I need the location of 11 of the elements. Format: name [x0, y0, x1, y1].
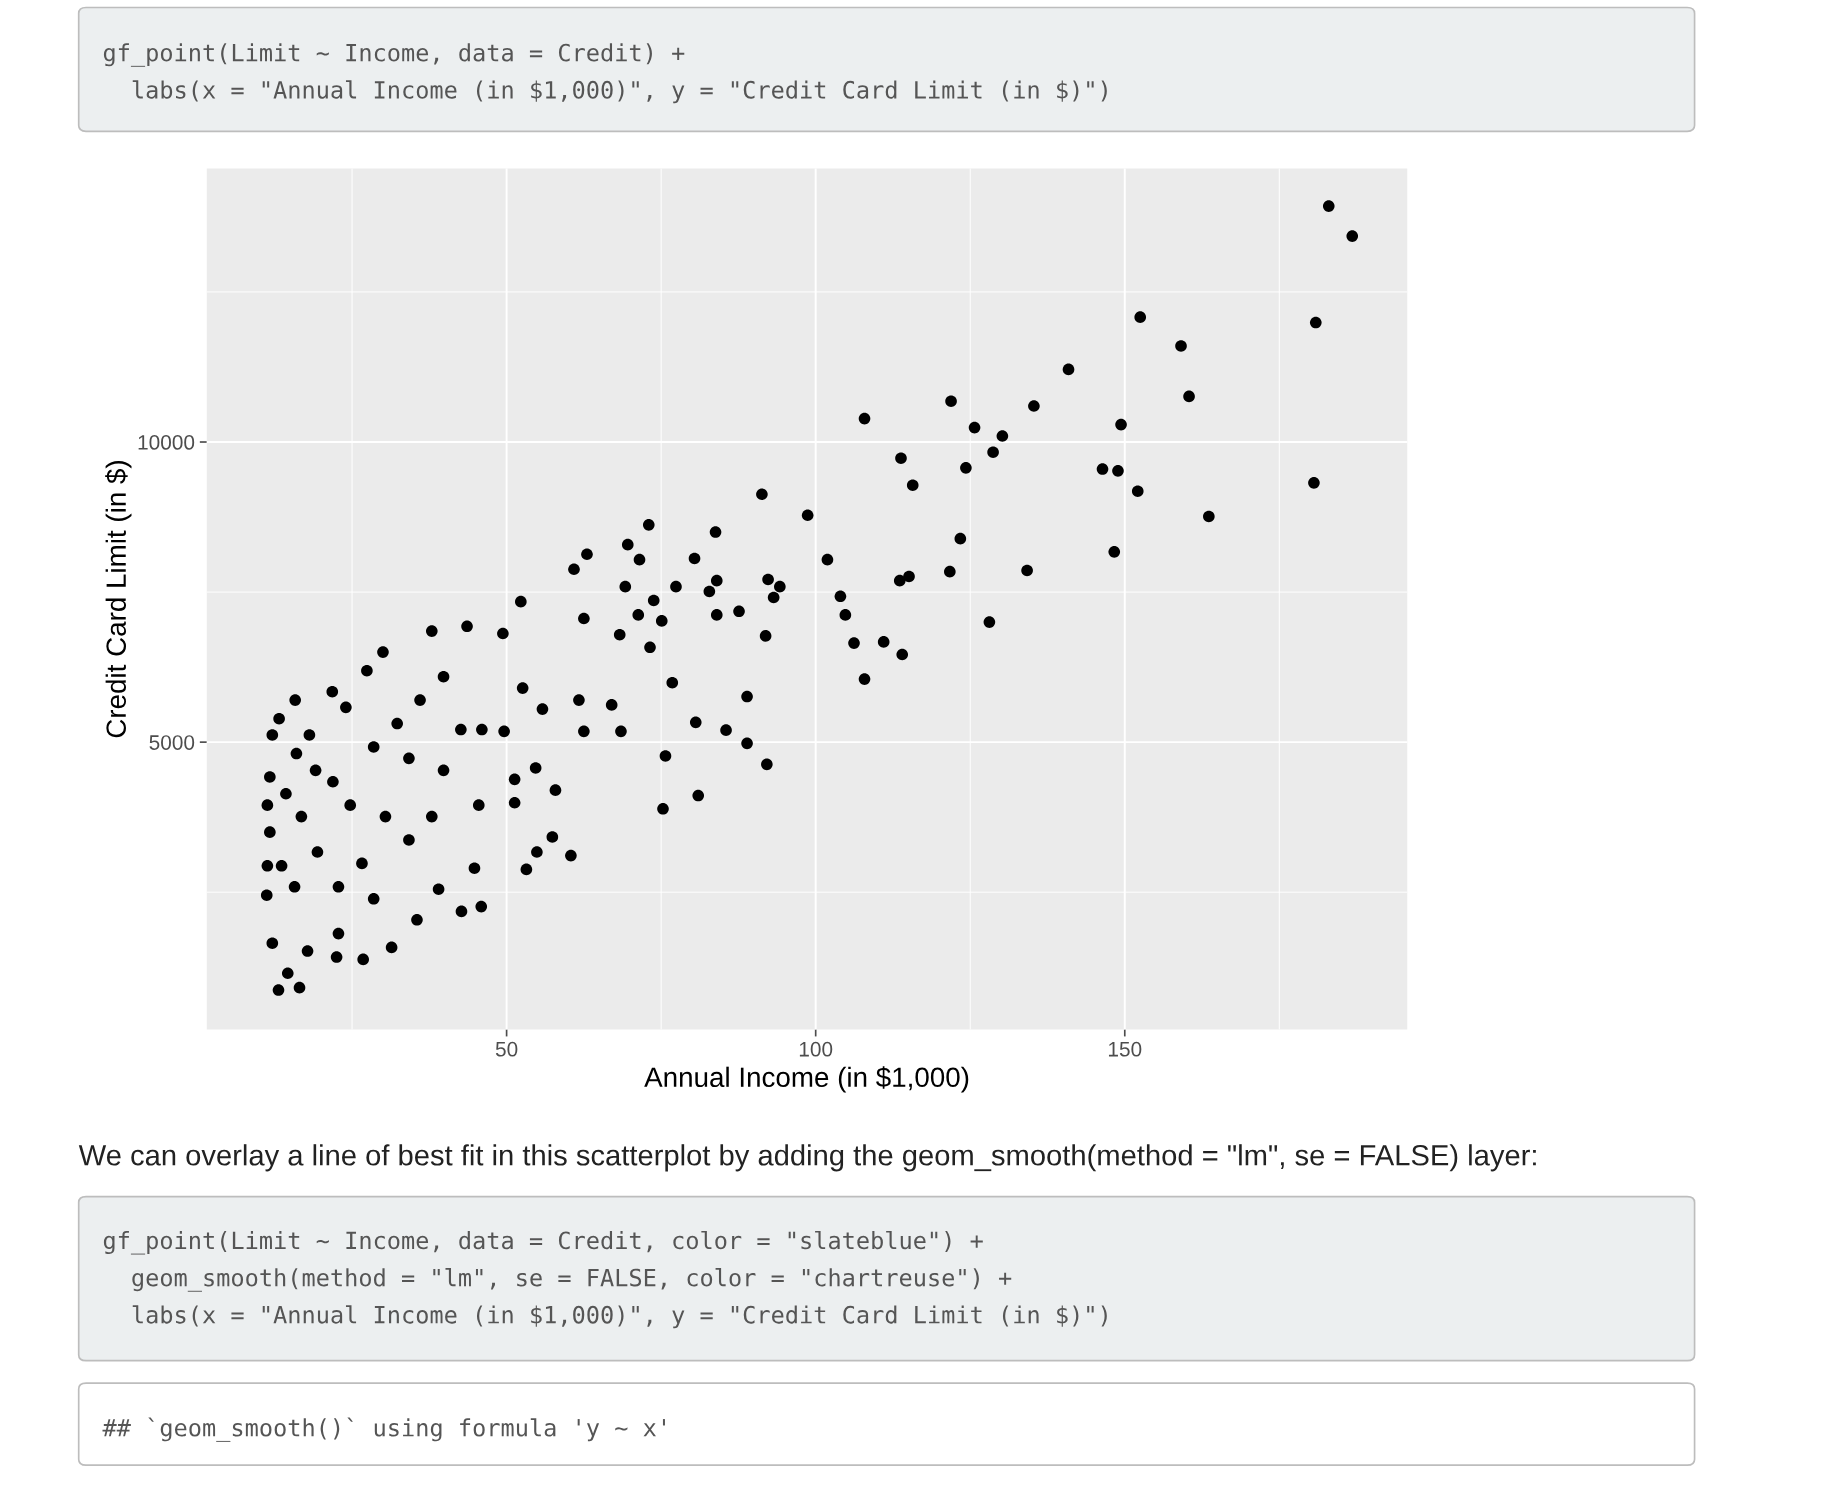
- text: gf_point(Limit ~ Income, data = Credit, color = "slateblue") + geom_smooth(method = "lm", se = FALSE, color = "chartreuse") + labs(x = "Annual Income (in $1,000)", y = "Credit Card Limit (in $)"): [103, 1230, 1107, 1329]
- x-axis-title: Annual Income (in $1,000): [644, 1066, 969, 1093]
- text: gf_point(Limit ~ Income, data = Credit) + labs(x = "Annual Income (in $1,000)", y = "Credit Card Limit (in $)"): [103, 43, 1107, 104]
- text: We can overlay a line of best fit in this scatterplot by adding the geom_smooth(method = "lm", se = FALSE) layer:: [78, 1144, 1536, 1172]
- x-tick-label: 100: [799, 1041, 833, 1057]
- x-tick-label: 50: [495, 1041, 518, 1057]
- text: ## `geom_smooth()` using formula 'y ~ x': [102, 1417, 665, 1442]
- y-tick-label: 5000: [149, 735, 195, 750]
- x-tick-label: 150: [1108, 1041, 1142, 1057]
- y-tick-label: 10000: [138, 435, 195, 450]
- y-axis-title: Credit Card Limit (in $): [105, 461, 132, 738]
